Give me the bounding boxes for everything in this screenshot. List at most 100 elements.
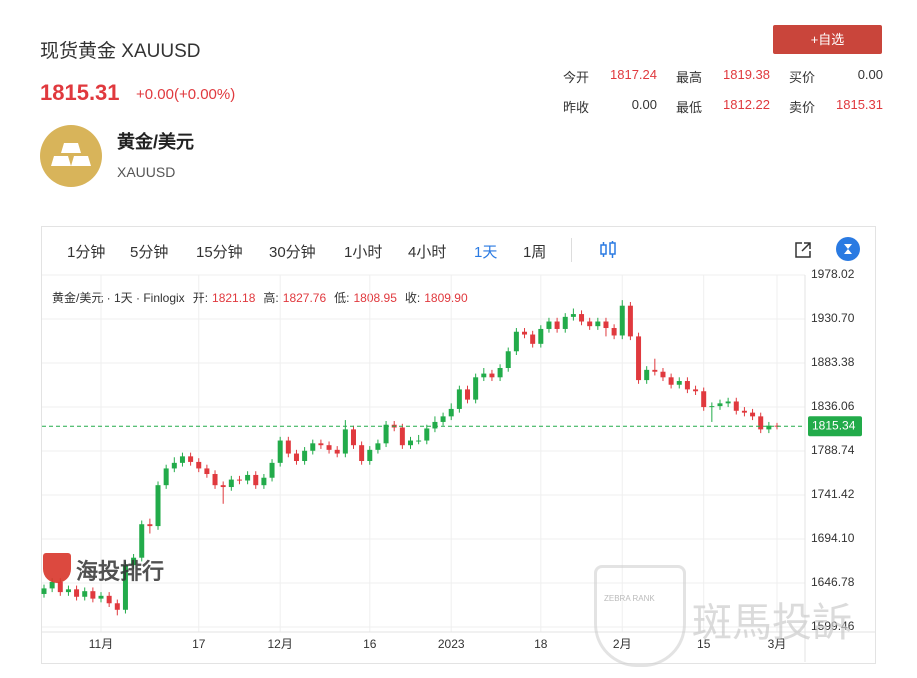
stat-value: 1815.31 <box>836 97 883 112</box>
y-tick-label: 1646.78 <box>811 575 855 589</box>
separator <box>571 238 572 262</box>
candle-body <box>163 468 169 486</box>
candle-body <box>342 429 348 454</box>
x-tick-label: 12月 <box>268 637 293 651</box>
watermark-badge-text: ZEBRA RANK <box>604 594 655 603</box>
candle-body <box>481 373 487 378</box>
candle-body <box>399 427 405 446</box>
candle-body <box>424 428 430 441</box>
candle-body <box>725 401 731 404</box>
candle-body <box>269 462 275 478</box>
candle-body <box>74 589 80 597</box>
interval-button[interactable]: 5分钟 <box>130 244 169 261</box>
interval-button[interactable]: 30分钟 <box>269 244 316 261</box>
candle-body <box>155 485 161 527</box>
asset-code: XAUUSD <box>117 164 176 180</box>
legend-label: 开: <box>192 291 209 305</box>
candle-body <box>179 456 185 463</box>
candle-body <box>204 468 210 475</box>
candle-body <box>302 450 308 461</box>
candle-body <box>684 381 690 390</box>
stat-label: 昨收 <box>563 100 590 115</box>
x-tick-label: 16 <box>363 637 377 651</box>
x-tick-label: 18 <box>534 637 548 651</box>
candle-body <box>627 305 633 337</box>
asset-name: 黄金/美元 <box>117 132 195 152</box>
candle-body <box>139 524 145 558</box>
y-tick-label: 1978.02 <box>811 267 855 281</box>
candle-body <box>114 603 120 610</box>
add-watchlist-button[interactable]: +自选 <box>773 25 882 54</box>
candle-body <box>245 474 251 481</box>
candle-body <box>440 416 446 422</box>
candle-body <box>212 474 218 486</box>
candle-body <box>367 449 373 461</box>
candle-body <box>497 368 503 378</box>
change: +0.00(+0.00%) <box>136 86 236 103</box>
candle-body <box>293 453 299 461</box>
watermark-left: 海投排行 <box>76 559 165 584</box>
x-tick-label: 3月 <box>768 637 787 651</box>
interval-button[interactable]: 1分钟 <box>67 244 106 261</box>
candle-body <box>701 391 707 408</box>
candle-body <box>253 474 259 486</box>
candle-body <box>122 565 128 610</box>
candle-body <box>375 443 381 450</box>
candle-body <box>326 445 332 450</box>
interval-button[interactable]: 15分钟 <box>196 244 243 261</box>
candle-body <box>220 485 226 488</box>
interval-button[interactable]: 1小时 <box>344 244 383 261</box>
candle-body <box>758 416 764 430</box>
watermark-right: 斑馬投訴 <box>692 601 852 645</box>
stat-value: 1817.24 <box>610 67 657 82</box>
candle-body <box>473 377 479 400</box>
candle-body <box>359 445 365 461</box>
candle-body <box>334 449 340 454</box>
interval-button[interactable]: 4小时 <box>408 244 447 261</box>
y-tick-label: 1694.10 <box>811 531 855 545</box>
candle-body <box>619 305 625 336</box>
chart-type-icon[interactable] <box>598 240 618 260</box>
legend-label: 高: <box>263 291 279 305</box>
candle-body <box>717 403 723 407</box>
candle-body <box>636 336 642 381</box>
y-tick-label: 1836.06 <box>811 399 855 413</box>
candle-body <box>432 421 438 429</box>
candle-body <box>489 373 495 378</box>
candle-body <box>49 581 55 589</box>
logo-icon[interactable] <box>836 237 860 261</box>
interval-button[interactable]: 1天 <box>474 244 498 261</box>
candle-body <box>285 440 291 454</box>
popout-icon[interactable] <box>793 240 813 260</box>
candle-body <box>261 477 267 486</box>
candle-body <box>652 369 658 372</box>
candle-body <box>660 371 666 378</box>
candle-body <box>668 377 674 385</box>
candle-body <box>41 588 47 594</box>
interval-button[interactable]: 1周 <box>523 244 547 261</box>
candle-body <box>408 440 413 446</box>
candle-body <box>676 381 682 385</box>
candle-body <box>522 331 528 335</box>
candle-body <box>106 595 112 604</box>
candle-body <box>350 429 356 446</box>
candle-body <box>603 321 609 329</box>
candle-body <box>318 443 324 446</box>
candle-body <box>570 314 576 317</box>
candle-body <box>465 389 471 400</box>
candle-body <box>171 462 177 469</box>
chart-panel <box>41 226 876 664</box>
stat-label: 卖价 <box>789 100 816 115</box>
candle-body <box>554 321 560 329</box>
x-tick-label: 11月 <box>89 637 113 651</box>
stat-value: 0.00 <box>631 97 657 112</box>
x-tick-label: 2023 <box>438 637 465 651</box>
stat-label: 最高 <box>676 70 703 85</box>
y-tick-label: 1883.38 <box>811 355 855 369</box>
title: 现货黄金 XAUUSD <box>40 41 201 62</box>
candle-body <box>505 351 511 369</box>
candle-body <box>733 401 739 411</box>
candle-body <box>546 321 552 329</box>
candle-body <box>579 314 585 322</box>
